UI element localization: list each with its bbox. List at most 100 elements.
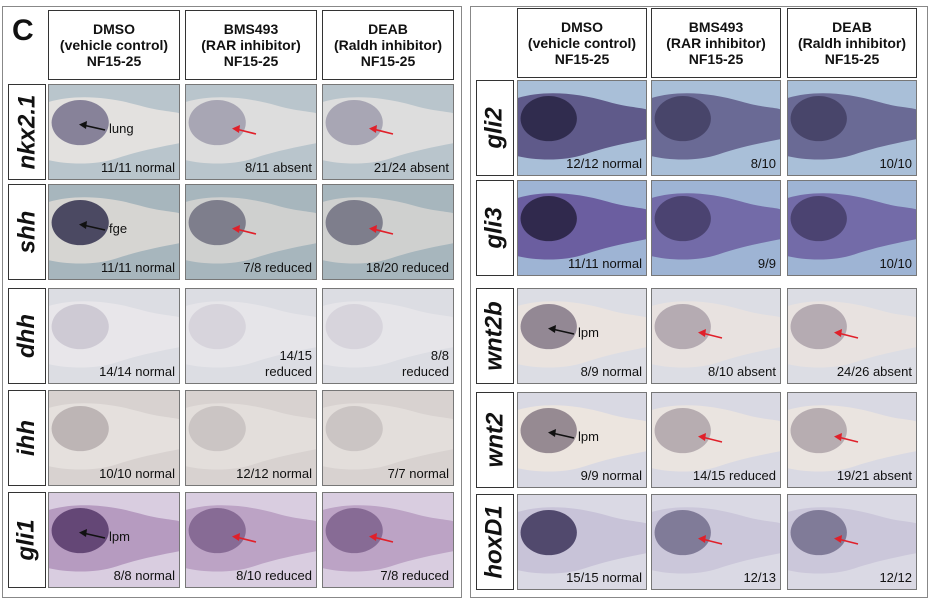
score-text-line2: reduced (265, 364, 312, 379)
embryo-tile: 10/10 (787, 80, 917, 176)
structure-label: lpm (109, 529, 130, 544)
score-text: 10/10 normal (99, 466, 175, 481)
column-header-line3: NF15-25 (360, 53, 416, 69)
red-arrow-icon (369, 225, 394, 235)
score-text: 7/7 normal (387, 466, 449, 481)
embryo-tile: 19/21 absent (787, 392, 917, 488)
column-header-right-0: DMSO (vehicle control) NF15-25 (517, 8, 647, 78)
column-header-left-0: DMSO (vehicle control) NF15-25 (48, 10, 180, 80)
gene-name: gli1 (13, 519, 40, 561)
panel-letter: C (12, 14, 34, 47)
embryo-image (788, 393, 916, 487)
embryo-image (186, 85, 316, 179)
score-text: 12/13 (743, 570, 776, 585)
embryo-tile: lpm 9/9 normal (517, 392, 647, 488)
embryo-tile: fge 11/11 normal (48, 184, 180, 280)
embryo-tile: lung 11/11 normal (48, 84, 180, 180)
embryo-image (49, 289, 179, 383)
column-header-line2: (RAR inhibitor) (201, 37, 301, 53)
score-text: 15/15 normal (566, 570, 642, 585)
score-text-line2: reduced (402, 364, 449, 379)
embryo-image (518, 181, 646, 275)
column-header-line2: (Raldh inhibitor) (333, 37, 443, 53)
embryo-tile: 12/12 normal (517, 80, 647, 176)
gene-name: nkx2.1 (13, 94, 40, 170)
embryo-image (186, 391, 316, 485)
score-text: 12/12 normal (566, 156, 642, 171)
embryo-image (49, 493, 179, 587)
embryo-image (49, 185, 179, 279)
embryo-image (652, 81, 780, 175)
embryo-tile: 8/10 reduced (185, 492, 317, 588)
embryo-image (788, 81, 916, 175)
structure-label: lpm (578, 429, 599, 444)
black-arrow-icon (79, 221, 106, 231)
score-text: 12/12 normal (236, 466, 312, 481)
column-header-line1: BMS493 (223, 21, 279, 37)
embryo-image (186, 185, 316, 279)
structure-label: fge (109, 221, 128, 236)
gene-label: nkx2.1 (8, 84, 46, 180)
column-header-right-1: BMS493 (RAR inhibitor) NF15-25 (651, 8, 781, 78)
embryo-tile: 8/11 absent (185, 84, 317, 180)
embryo-image (518, 289, 646, 383)
red-arrow-icon (698, 433, 723, 443)
gene-label: gli3 (476, 180, 514, 276)
column-header-line2: (Raldh inhibitor) (797, 35, 907, 51)
gene-label: ihh (8, 390, 46, 486)
score-text: 14/15 (279, 348, 312, 363)
black-arrow-icon (548, 325, 575, 335)
column-header-line1: DMSO (93, 21, 135, 37)
embryo-tile: 21/24 absent (322, 84, 454, 180)
column-header-line3: NF15-25 (824, 51, 880, 67)
score-text: 11/11 normal (101, 260, 175, 275)
score-text: 9/9 (757, 256, 776, 271)
embryo-image (49, 85, 179, 179)
score-text: 10/10 (879, 256, 912, 271)
gene-label: gli1 (8, 492, 46, 588)
score-text: 8/10 absent (708, 364, 776, 379)
embryo-image (788, 181, 916, 275)
score-text: 12/12 (879, 570, 912, 585)
score-text: 7/8 reduced (380, 568, 449, 583)
red-arrow-icon (232, 125, 257, 135)
column-header-line1: BMS493 (688, 19, 744, 35)
structure-label: lung (109, 121, 134, 136)
black-arrow-icon (79, 529, 106, 539)
score-text: 8/11 absent (245, 160, 312, 175)
column-header-left-1: BMS493 (RAR inhibitor) NF15-25 (185, 10, 317, 80)
column-header-left-2: DEAB (Raldh inhibitor) NF15-25 (322, 10, 454, 80)
score-text: 14/15 reduced (692, 468, 776, 483)
embryo-image (186, 289, 316, 383)
gene-label: dhh (8, 288, 46, 384)
embryo-tile: 10/10 (787, 180, 917, 276)
red-arrow-icon (698, 535, 723, 545)
embryo-tile: lpm 8/9 normal (517, 288, 647, 384)
gene-name: dhh (13, 314, 41, 358)
gene-label: wnt2 (476, 392, 514, 488)
score-text: 19/21 absent (836, 468, 912, 483)
gene-name: gli3 (481, 207, 508, 249)
column-header-line2: (vehicle control) (59, 37, 169, 53)
column-header-line1: DEAB (832, 19, 872, 35)
score-text: 24/26 absent (836, 364, 912, 379)
red-arrow-icon (232, 225, 257, 235)
embryo-image (323, 493, 453, 587)
score-text: 11/11 normal (568, 256, 642, 271)
embryo-tile: 9/9 (651, 180, 781, 276)
embryo-image (788, 495, 916, 589)
embryo-tile: 15/15 normal (517, 494, 647, 590)
embryo-tile: lpm 8/8 normal (48, 492, 180, 588)
score-text: 8/10 reduced (236, 568, 312, 583)
embryo-tile: 12/12 (787, 494, 917, 590)
embryo-tile: 7/7 normal (322, 390, 454, 486)
embryo-tile: 24/26 absent (787, 288, 917, 384)
gene-label: shh (8, 184, 46, 280)
embryo-tile: 8/10 (651, 80, 781, 176)
red-arrow-icon (369, 125, 394, 135)
gene-name: wnt2 (481, 412, 509, 468)
gene-name: shh (13, 210, 41, 254)
column-header-right-2: DEAB (Raldh inhibitor) NF15-25 (787, 8, 917, 78)
column-header-line1: DMSO (561, 19, 603, 35)
left-panel-frame (2, 6, 462, 598)
